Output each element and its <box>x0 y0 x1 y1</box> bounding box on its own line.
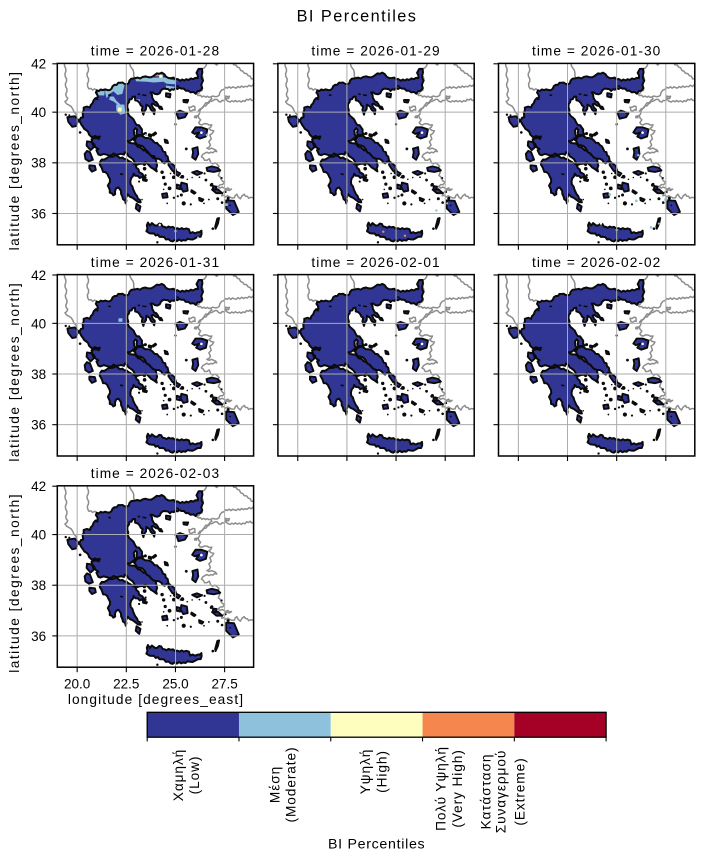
svg-text:longitude [degrees_east]: longitude [degrees_east] <box>68 692 244 707</box>
svg-text:Υψηλή: Υψηλή <box>358 749 373 794</box>
svg-text:(Very High): (Very High) <box>450 749 465 827</box>
svg-text:latitude [degrees_north]: latitude [degrees_north] <box>7 282 22 462</box>
svg-text:20.0: 20.0 <box>64 676 90 691</box>
svg-text:36: 36 <box>31 418 46 433</box>
svg-text:25.0: 25.0 <box>162 676 188 691</box>
svg-text:(Extreme): (Extreme) <box>513 757 528 825</box>
svg-text:27.5: 27.5 <box>211 676 237 691</box>
svg-text:(High): (High) <box>375 750 390 793</box>
svg-text:Συναγερμού: Συναγερμού <box>493 750 508 833</box>
svg-text:Χαμηλή: Χαμηλή <box>171 749 186 801</box>
svg-text:36: 36 <box>31 629 46 644</box>
svg-text:latitude [degrees_north]: latitude [degrees_north] <box>7 493 22 673</box>
svg-text:latitude [degrees_north]: latitude [degrees_north] <box>7 71 22 251</box>
svg-text:time = 2026-02-03: time = 2026-02-03 <box>91 466 220 481</box>
svg-text:38: 38 <box>31 156 46 171</box>
svg-text:BI Percentiles: BI Percentiles <box>297 8 418 26</box>
svg-text:40: 40 <box>31 527 46 542</box>
svg-text:42: 42 <box>31 479 46 494</box>
svg-text:38: 38 <box>31 367 46 382</box>
svg-text:Μέση: Μέση <box>268 766 283 803</box>
svg-text:time = 2026-02-02: time = 2026-02-02 <box>532 255 661 270</box>
svg-text:time = 2026-01-28: time = 2026-01-28 <box>91 44 220 59</box>
svg-text:time = 2026-01-31: time = 2026-01-31 <box>91 255 220 270</box>
svg-text:40: 40 <box>31 316 46 331</box>
svg-text:Κατάσταση: Κατάσταση <box>479 754 494 830</box>
svg-text:42: 42 <box>31 57 46 72</box>
svg-text:42: 42 <box>31 268 46 283</box>
svg-text:time = 2026-01-29: time = 2026-01-29 <box>311 44 440 59</box>
svg-text:time = 2026-02-01: time = 2026-02-01 <box>311 255 440 270</box>
svg-text:38: 38 <box>31 578 46 593</box>
svg-text:BI Percentiles: BI Percentiles <box>328 836 425 852</box>
svg-text:22.5: 22.5 <box>113 676 139 691</box>
svg-text:36: 36 <box>31 206 46 221</box>
svg-text:Πολύ Υψηλή: Πολύ Υψηλή <box>433 746 448 831</box>
svg-text:(Low): (Low) <box>187 756 202 795</box>
svg-text:(Moderate): (Moderate) <box>284 747 299 823</box>
svg-text:40: 40 <box>31 105 46 120</box>
svg-text:time = 2026-01-30: time = 2026-01-30 <box>532 44 661 59</box>
